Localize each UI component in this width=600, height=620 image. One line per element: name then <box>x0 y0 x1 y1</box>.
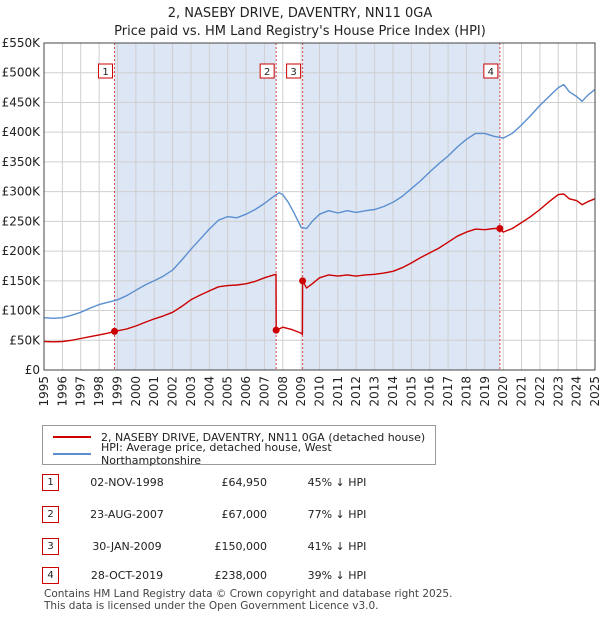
x-tick-label: 2023 <box>551 376 565 407</box>
x-tick-label: 2008 <box>276 376 290 407</box>
x-tick-label: 2018 <box>459 376 473 407</box>
footer-copyright: Contains HM Land Registry data © Crown c… <box>44 588 453 600</box>
legend-label-property: 2, NASEBY DRIVE, DAVENTRY, NN11 0GA (det… <box>101 430 426 444</box>
legend: 2, NASEBY DRIVE, DAVENTRY, NN11 0GA (det… <box>42 425 436 467</box>
y-tick-label: £500K <box>2 66 42 80</box>
y-tick-label: £450K <box>2 95 42 109</box>
sale-date: 23-AUG-2007 <box>90 508 164 521</box>
y-tick-label: £550K <box>2 36 42 50</box>
table-row: 1 02-NOV-1998 £64,950 45% ↓ HPI <box>42 474 442 492</box>
sale-number-badge: 4 <box>42 567 59 584</box>
sale-date: 02-NOV-1998 <box>90 476 164 489</box>
sale-date: 28-OCT-2019 <box>90 569 164 582</box>
shaded-period <box>302 43 500 370</box>
table-row: 2 23-AUG-2007 £67,000 77% ↓ HPI <box>42 506 442 524</box>
x-tick-label: 2007 <box>257 376 271 407</box>
x-tick-label: 2017 <box>441 376 455 407</box>
x-tick-label: 2013 <box>368 376 382 407</box>
legend-label-hpi: HPI: Average price, detached house, West… <box>100 441 332 467</box>
x-tick-label: 2015 <box>404 376 418 407</box>
sale-marker-box <box>259 63 275 79</box>
x-tick-label: 2014 <box>386 376 400 407</box>
x-tick-label: 2019 <box>478 376 492 407</box>
x-tick-label: 2003 <box>184 376 198 407</box>
x-tick-label: 2002 <box>166 376 180 407</box>
sale-marker-label: 4 <box>488 67 494 78</box>
y-tick-label: £150K <box>2 274 42 288</box>
plot-frame <box>43 42 596 371</box>
property-price-line <box>43 193 596 343</box>
footer-license: This data is licensed under the Open Gov… <box>44 600 379 612</box>
table-row: 3 30-JAN-2009 £150,000 41% ↓ HPI <box>42 538 442 556</box>
x-tick-label: 2021 <box>515 376 529 407</box>
hpi-line <box>43 83 596 319</box>
y-tick-label: £250K <box>2 214 42 228</box>
sale-marker-box <box>483 63 499 79</box>
sale-marker-label: 3 <box>290 67 296 78</box>
table-row: 4 28-OCT-2019 £238,000 39% ↓ HPI <box>42 567 442 585</box>
sale-marker-label: 2 <box>264 67 270 78</box>
sale-hpi-diff: 41% ↓ HPI <box>307 540 367 553</box>
y-tick-label: £0 <box>25 363 40 377</box>
sale-number-badge: 2 <box>42 506 59 523</box>
sale-point <box>496 224 504 232</box>
price-chart: £0 £50K £100K £150K £200K £250K £300K £350K £400… <box>2 36 600 407</box>
legend-item-property: 2, NASEBY DRIVE, DAVENTRY, NN11 0GA (det… <box>53 429 425 445</box>
sale-price: £238,000 <box>214 569 268 582</box>
x-tick-label: 2024 <box>570 376 584 407</box>
sale-number-badge: 1 <box>42 474 59 491</box>
x-tick-label: 2011 <box>331 376 345 407</box>
x-tick-label: 1998 <box>92 376 106 407</box>
x-tick-label: 2009 <box>294 376 308 407</box>
sale-marker-label: 1 <box>102 67 108 78</box>
x-tick-label: 1996 <box>55 376 69 407</box>
y-tick-label: £100K <box>2 304 42 318</box>
sale-point <box>272 326 280 334</box>
y-tick-label: £350K <box>2 155 42 169</box>
sale-hpi-diff: 77% ↓ HPI <box>307 508 367 521</box>
legend-swatch-hpi <box>53 453 91 455</box>
sale-price: £64,950 <box>221 476 268 489</box>
sale-price: £150,000 <box>214 540 268 553</box>
sale-marker-box <box>98 63 114 79</box>
x-tick-label: 2001 <box>147 376 161 407</box>
sale-number-badge: 3 <box>42 538 59 555</box>
x-tick-label: 1997 <box>74 376 88 407</box>
sale-date: 30-JAN-2009 <box>92 540 162 553</box>
legend-swatch-property <box>53 436 91 438</box>
x-tick-label: 2004 <box>202 376 216 407</box>
x-tick-label: 2005 <box>221 376 235 407</box>
sale-point <box>111 327 119 335</box>
shaded-period <box>114 43 277 370</box>
chart-title: 2, NASEBY DRIVE, DAVENTRY, NN11 0GA <box>167 6 433 21</box>
x-tick-label: 2000 <box>129 376 143 407</box>
sale-point <box>299 277 307 285</box>
x-tick-label: 1995 <box>37 376 51 407</box>
y-tick-label: £200K <box>2 244 42 258</box>
chart-subtitle: Price paid vs. HM Land Registry's House … <box>114 24 486 39</box>
sale-marker-box <box>286 63 302 79</box>
x-tick-label: 2016 <box>423 376 437 407</box>
x-tick-label: 2022 <box>533 376 547 407</box>
x-tick-label: 1999 <box>110 376 124 407</box>
sale-hpi-diff: 39% ↓ HPI <box>307 569 367 582</box>
footer: Contains HM Land Registry data © Crown c… <box>44 588 452 612</box>
x-tick-label: 2010 <box>313 376 327 407</box>
sale-price: £67,000 <box>221 508 268 521</box>
sale-hpi-diff: 45% ↓ HPI <box>307 476 367 489</box>
y-tick-label: £300K <box>2 185 42 199</box>
x-tick-label: 2025 <box>588 376 600 407</box>
x-tick-label: 2006 <box>239 376 253 407</box>
y-tick-label: £400K <box>2 125 42 139</box>
y-tick-label: £50K <box>9 333 41 347</box>
legend-item-hpi: HPI: Average price, detached house, West… <box>53 441 435 467</box>
x-tick-label: 2020 <box>496 376 510 407</box>
x-tick-label: 2012 <box>349 376 363 407</box>
